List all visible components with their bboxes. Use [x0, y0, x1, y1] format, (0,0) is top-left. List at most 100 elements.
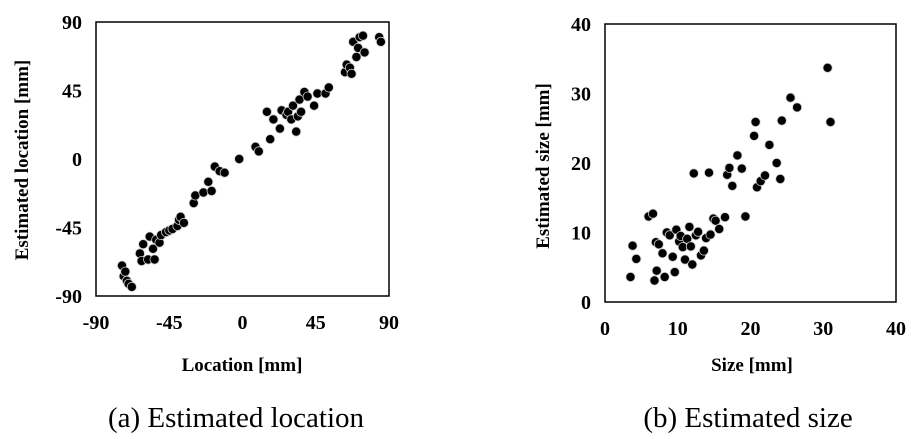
y-axis-label-a: Estimated location [mm]: [12, 60, 33, 261]
data-point: [261, 106, 272, 117]
data-point: [724, 162, 735, 173]
data-point: [126, 281, 137, 292]
data-point: [688, 168, 699, 179]
data-point: [649, 275, 660, 286]
data-point: [684, 221, 695, 232]
y-tick-label: -45: [55, 218, 82, 240]
data-point: [309, 100, 320, 111]
data-point: [375, 36, 386, 47]
y-tick-label: 40: [571, 14, 591, 36]
x-tick-label: -90: [83, 312, 110, 334]
data-point: [219, 167, 230, 178]
scatter-points-b: [625, 62, 836, 286]
tick-labels-a: -90 -45 0 45 90 90 45 0 -45 -90: [55, 12, 399, 334]
data-point: [268, 114, 279, 125]
y-tick-label: 90: [62, 12, 82, 34]
data-point: [749, 130, 760, 141]
data-point: [785, 92, 796, 103]
y-axis-label-b: Estimated size [mm]: [533, 83, 554, 249]
x-tick-label: 40: [886, 318, 906, 340]
data-point: [198, 187, 209, 198]
data-point: [657, 248, 668, 259]
x-tick-label: 10: [668, 318, 688, 340]
data-point: [653, 239, 664, 250]
data-point: [178, 217, 189, 228]
y-tick-label: 20: [571, 153, 591, 175]
data-point: [138, 239, 149, 250]
data-point: [323, 82, 334, 93]
data-point: [720, 212, 731, 223]
data-point: [667, 251, 678, 262]
x-tick-label: 20: [741, 318, 761, 340]
x-tick-label: 30: [813, 318, 833, 340]
caption-a: (a) Estimated location: [108, 402, 365, 434]
data-point: [822, 62, 833, 73]
data-point: [206, 185, 217, 196]
data-point: [265, 134, 276, 145]
data-point: [732, 150, 743, 161]
data-point: [776, 115, 787, 126]
data-point: [727, 180, 738, 191]
data-point: [669, 267, 680, 278]
data-point: [693, 226, 704, 237]
data-point: [771, 157, 782, 168]
x-tick-label: 90: [379, 312, 399, 334]
data-point: [685, 241, 696, 252]
data-point: [359, 47, 370, 58]
panel-b: 0 10 20 30 40 40 30 20 10 0 Size [mm] Estimated s…: [533, 14, 906, 434]
y-tick-label: -90: [55, 286, 82, 308]
data-point: [357, 30, 368, 41]
data-point: [825, 117, 836, 128]
scatter-points-a: [117, 30, 386, 292]
x-tick-label: 0: [600, 318, 610, 340]
x-axis-label-b: Size [mm]: [711, 355, 793, 376]
y-tick-label: 45: [62, 81, 82, 103]
data-point: [287, 100, 298, 111]
data-point: [302, 91, 313, 102]
y-tick-label: 30: [571, 84, 591, 106]
data-point: [740, 211, 751, 222]
x-tick-label: 45: [306, 312, 326, 334]
data-point: [147, 243, 158, 254]
data-point: [698, 245, 709, 256]
data-point: [631, 253, 642, 264]
x-tick-label: 0: [238, 312, 248, 334]
data-point: [296, 106, 307, 117]
data-point: [253, 146, 264, 157]
data-point: [351, 52, 362, 63]
data-point: [659, 271, 670, 282]
plot-frame-b: [604, 23, 897, 303]
data-point: [775, 173, 786, 184]
y-tick-label: 0: [72, 149, 82, 171]
data-point: [705, 229, 716, 240]
tick-labels-b: 0 10 20 30 40 40 30 20 10 0: [571, 14, 906, 340]
data-point: [149, 254, 160, 265]
data-point: [664, 230, 675, 241]
y-tick-label: 0: [581, 292, 591, 314]
data-point: [274, 123, 285, 134]
y-tick-label: 10: [571, 223, 591, 245]
data-point: [234, 153, 245, 164]
data-point: [627, 240, 638, 251]
panel-a: -90 -45 0 45 90 90 45 0 -45 -90 Location [mm] Est…: [12, 12, 399, 434]
data-point: [120, 266, 131, 277]
data-point: [291, 126, 302, 137]
data-point: [625, 271, 636, 282]
data-point: [648, 208, 659, 219]
data-point: [704, 167, 715, 178]
data-point: [764, 139, 775, 150]
data-point: [736, 163, 747, 174]
x-axis-label-a: Location [mm]: [182, 355, 303, 376]
x-tick-label: -45: [156, 312, 183, 334]
data-point: [203, 176, 214, 187]
data-point: [714, 223, 725, 234]
data-point: [651, 265, 662, 276]
data-point: [750, 117, 761, 128]
caption-b: (b) Estimated size: [643, 402, 852, 434]
data-point: [687, 259, 698, 270]
data-point: [760, 170, 771, 181]
data-point: [792, 102, 803, 113]
data-point: [710, 215, 721, 226]
data-point: [346, 68, 357, 79]
